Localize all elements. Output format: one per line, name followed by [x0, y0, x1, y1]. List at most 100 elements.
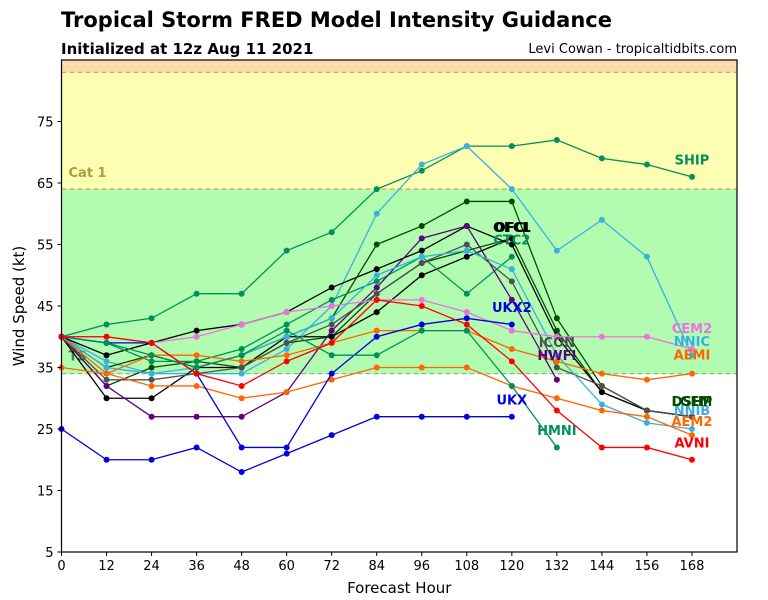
credit-text: Levi Cowan - tropicaltidbits.com: [528, 42, 737, 57]
data-point: [463, 364, 470, 371]
x-tick-label: 60: [278, 559, 295, 574]
x-tick-label: 132: [544, 559, 569, 574]
x-tick-label: 156: [635, 559, 660, 574]
series-label-aemi: AEMI: [674, 349, 711, 364]
data-point: [328, 315, 335, 322]
data-point: [238, 382, 245, 389]
data-point: [103, 382, 110, 389]
data-point: [688, 173, 695, 180]
chart-subtitle: Initialized at 12z Aug 11 2021: [61, 40, 314, 58]
data-point: [598, 407, 605, 414]
data-point: [553, 376, 560, 383]
data-point: [148, 339, 155, 346]
data-point: [148, 315, 155, 322]
data-point: [373, 327, 380, 334]
x-tick-label: 168: [680, 559, 705, 574]
data-point: [238, 358, 245, 365]
chart-title: Tropical Storm FRED Model Intensity Guid…: [61, 8, 612, 32]
y-tick-label: 65: [37, 177, 54, 192]
data-point: [328, 432, 335, 439]
data-point: [508, 296, 515, 303]
x-axis: 0 12 24 36 48 60 72 84 96 108 120 132 144 156 168: [57, 552, 704, 574]
data-point: [238, 352, 245, 359]
data-point: [418, 272, 425, 279]
data-point: [373, 352, 380, 359]
data-point: [598, 333, 605, 340]
data-point: [463, 309, 470, 316]
data-point: [418, 253, 425, 260]
data-point: [418, 364, 425, 371]
data-point: [103, 339, 110, 346]
x-tick-label: 48: [233, 559, 250, 574]
data-point: [463, 253, 470, 260]
data-point: [283, 339, 290, 346]
data-point: [328, 327, 335, 334]
x-tick-label: 72: [323, 559, 340, 574]
data-point: [598, 401, 605, 408]
series-label-nnic: NNIC: [674, 335, 710, 350]
data-point: [643, 407, 650, 414]
data-point: [328, 376, 335, 383]
data-point: [283, 321, 290, 328]
series-label-icon: ICON: [539, 336, 575, 351]
data-point: [238, 321, 245, 328]
data-point: [508, 241, 515, 248]
data-point: [418, 296, 425, 303]
data-point: [148, 382, 155, 389]
series-label-aem2: AEM2: [671, 415, 712, 430]
x-tick-label: 24: [143, 559, 160, 574]
data-point: [328, 296, 335, 303]
y-tick-label: 15: [37, 485, 54, 500]
y-axis-label: Wind Speed (kt): [10, 246, 28, 367]
data-point: [688, 426, 695, 432]
data-point: [373, 413, 380, 420]
data-point: [598, 155, 605, 162]
data-point: [688, 352, 695, 359]
data-point: [193, 290, 200, 297]
data-point: [463, 223, 470, 230]
data-point: [418, 223, 425, 230]
data-point: [328, 321, 335, 328]
band-ts: [61, 189, 737, 374]
x-tick-label: 84: [368, 559, 385, 574]
data-point: [418, 167, 425, 174]
data-point: [148, 352, 155, 359]
data-point: [553, 444, 560, 451]
data-point: [148, 364, 155, 371]
data-point: [193, 327, 200, 334]
data-point: [508, 266, 515, 273]
data-point: [463, 143, 470, 150]
data-point: [238, 469, 245, 476]
series-avni: [58, 296, 695, 463]
data-point: [463, 315, 470, 322]
data-point: [148, 413, 155, 420]
data-point: [193, 413, 200, 420]
data-point: [643, 161, 650, 168]
data-point: [598, 370, 605, 377]
y-tick-label: 75: [37, 116, 54, 131]
y-tick-label: 5: [45, 546, 53, 561]
data-point: [463, 290, 470, 297]
series-line: [61, 329, 558, 448]
data-point: [418, 259, 425, 266]
series-label-cem2: CEM2: [672, 322, 712, 337]
data-point: [238, 364, 245, 371]
data-point: [508, 321, 515, 328]
data-point: [598, 444, 605, 451]
y-tick-label: 55: [37, 239, 54, 254]
data-point: [103, 456, 110, 463]
x-tick-label: 0: [57, 559, 65, 574]
data-point: [553, 327, 560, 334]
data-point: [328, 352, 335, 359]
data-point: [688, 432, 695, 439]
data-point: [283, 333, 290, 340]
x-tick-label: 36: [188, 559, 205, 574]
data-point: [643, 376, 650, 383]
data-point: [328, 370, 335, 377]
series-label-ctc2: CTC2: [493, 234, 530, 249]
y-tick-label: 35: [37, 362, 54, 377]
data-point: [283, 309, 290, 316]
series-label-lgem: LGEM: [672, 395, 713, 410]
data-point: [598, 216, 605, 223]
series-line: [61, 366, 693, 436]
